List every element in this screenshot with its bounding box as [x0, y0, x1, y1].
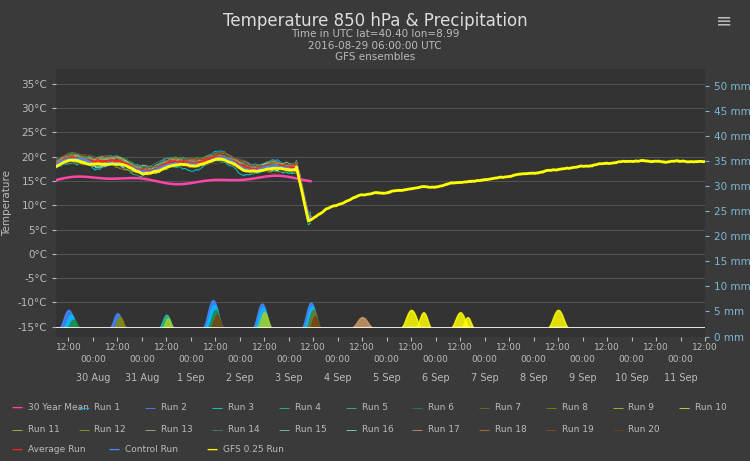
Text: ≡: ≡: [716, 12, 733, 30]
Text: 8 Sep: 8 Sep: [520, 373, 548, 384]
Text: 4 Sep: 4 Sep: [324, 373, 352, 384]
Text: 00:00: 00:00: [80, 355, 106, 364]
Text: 2016-08-29 06:00:00 UTC: 2016-08-29 06:00:00 UTC: [308, 41, 442, 51]
Text: —: —: [11, 425, 22, 435]
Text: Run 18: Run 18: [495, 425, 526, 434]
Text: Run 11: Run 11: [28, 425, 59, 434]
Text: Run 13: Run 13: [161, 425, 193, 434]
Text: 3 Sep: 3 Sep: [275, 373, 303, 384]
Text: Run 9: Run 9: [628, 403, 655, 413]
Text: Run 5: Run 5: [362, 403, 388, 413]
Text: Run 8: Run 8: [562, 403, 588, 413]
Text: —: —: [109, 444, 120, 455]
Text: Average Run: Average Run: [28, 445, 86, 454]
Text: 00:00: 00:00: [178, 355, 204, 364]
Text: 00:00: 00:00: [472, 355, 497, 364]
Text: 00:00: 00:00: [276, 355, 302, 364]
Text: 00:00: 00:00: [668, 355, 694, 364]
Text: —: —: [412, 425, 423, 435]
Text: GFS 0.25 Run: GFS 0.25 Run: [223, 445, 284, 454]
Text: —: —: [545, 425, 556, 435]
Text: Run 4: Run 4: [295, 403, 321, 413]
Text: 5 Sep: 5 Sep: [373, 373, 400, 384]
Text: Run 17: Run 17: [428, 425, 460, 434]
Text: Run 3: Run 3: [228, 403, 254, 413]
Text: —: —: [478, 403, 490, 413]
Text: —: —: [11, 444, 22, 455]
Text: —: —: [206, 444, 218, 455]
Text: Run 16: Run 16: [362, 425, 393, 434]
Text: 00:00: 00:00: [374, 355, 400, 364]
Text: —: —: [345, 425, 356, 435]
Text: Run 15: Run 15: [295, 425, 326, 434]
Text: 2 Sep: 2 Sep: [226, 373, 254, 384]
Text: —: —: [545, 403, 556, 413]
Text: —: —: [478, 425, 490, 435]
Text: —: —: [679, 403, 690, 413]
Text: 30 Year Mean: 30 Year Mean: [28, 403, 88, 413]
Text: —: —: [78, 403, 89, 413]
Text: Run 1: Run 1: [94, 403, 121, 413]
Text: Temperature 850 hPa & Precipitation: Temperature 850 hPa & Precipitation: [223, 12, 527, 30]
Text: Run 6: Run 6: [428, 403, 454, 413]
Text: GFS ensembles: GFS ensembles: [334, 52, 416, 62]
Text: —: —: [278, 403, 290, 413]
Text: Run 7: Run 7: [495, 403, 521, 413]
Text: 11 Sep: 11 Sep: [664, 373, 698, 384]
Text: —: —: [345, 403, 356, 413]
Text: 00:00: 00:00: [520, 355, 547, 364]
Y-axis label: Temperature: Temperature: [2, 170, 12, 236]
Text: 00:00: 00:00: [129, 355, 154, 364]
Text: 6 Sep: 6 Sep: [422, 373, 449, 384]
Text: Run 10: Run 10: [695, 403, 727, 413]
Text: —: —: [612, 403, 623, 413]
Text: Control Run: Control Run: [125, 445, 178, 454]
Text: 00:00: 00:00: [227, 355, 253, 364]
Text: 10 Sep: 10 Sep: [615, 373, 649, 384]
Text: 7 Sep: 7 Sep: [471, 373, 499, 384]
Text: 30 Aug: 30 Aug: [76, 373, 110, 384]
Text: —: —: [78, 425, 89, 435]
Text: —: —: [211, 403, 223, 413]
Text: 31 Aug: 31 Aug: [124, 373, 159, 384]
Text: Time in UTC lat=40.40 lon=8.99: Time in UTC lat=40.40 lon=8.99: [291, 29, 459, 39]
Text: Run 12: Run 12: [94, 425, 126, 434]
Text: —: —: [11, 403, 22, 413]
Text: 1 Sep: 1 Sep: [177, 373, 205, 384]
Text: Run 2: Run 2: [161, 403, 188, 413]
Text: Run 14: Run 14: [228, 425, 260, 434]
Text: —: —: [145, 403, 156, 413]
Text: Run 20: Run 20: [628, 425, 660, 434]
Text: 00:00: 00:00: [570, 355, 596, 364]
Text: —: —: [211, 425, 223, 435]
Text: 9 Sep: 9 Sep: [568, 373, 596, 384]
Text: —: —: [612, 425, 623, 435]
Text: —: —: [278, 425, 290, 435]
Text: 00:00: 00:00: [325, 355, 351, 364]
Text: —: —: [412, 403, 423, 413]
Text: Run 19: Run 19: [562, 425, 593, 434]
Text: 00:00: 00:00: [423, 355, 448, 364]
Text: 00:00: 00:00: [619, 355, 644, 364]
Text: —: —: [145, 425, 156, 435]
